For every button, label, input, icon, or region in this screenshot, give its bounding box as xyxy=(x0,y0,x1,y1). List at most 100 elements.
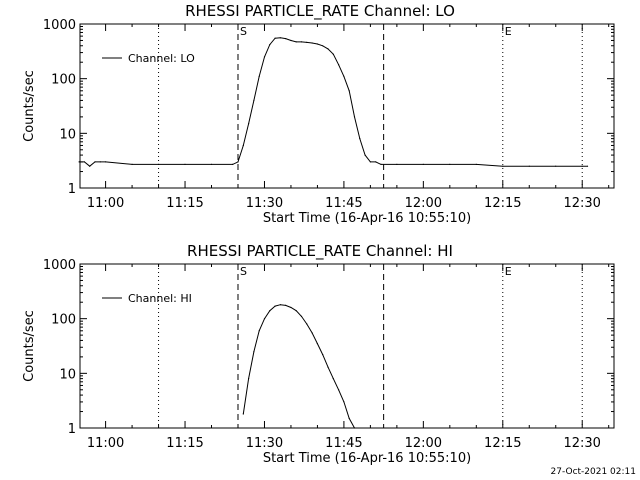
data-point xyxy=(581,165,583,167)
y-tick-label: 1000 xyxy=(43,18,76,33)
data-point xyxy=(343,401,345,403)
y-tick-label: 10 xyxy=(59,367,76,382)
x-tick-label: 12:30 xyxy=(563,436,600,451)
data-point xyxy=(300,315,303,317)
data-point xyxy=(279,304,281,306)
x-tick-label: 12:00 xyxy=(405,436,442,451)
data-point xyxy=(316,343,318,345)
y-tick-label: 1 xyxy=(68,182,76,197)
y-axis-label: Counts/sec xyxy=(22,70,37,142)
data-point xyxy=(364,154,366,156)
x-tick-label: 11:45 xyxy=(325,436,362,451)
data-point xyxy=(269,310,271,312)
x-tick-label: 11:15 xyxy=(166,196,203,211)
data-point xyxy=(184,163,186,165)
data-point xyxy=(306,323,308,325)
data-point xyxy=(232,163,234,165)
data-point xyxy=(353,116,356,118)
x-tick-label: 11:45 xyxy=(325,196,362,211)
x-tick-label: 12:30 xyxy=(563,196,600,211)
data-point xyxy=(475,163,477,165)
x-tick-label: 12:00 xyxy=(405,196,442,211)
annotation-label: E xyxy=(505,25,512,38)
data-point xyxy=(353,427,356,429)
data-point xyxy=(300,41,303,43)
data-point xyxy=(290,306,292,309)
x-tick-label: 12:15 xyxy=(484,196,521,211)
y-tick-label: 100 xyxy=(51,313,76,328)
data-point xyxy=(449,163,451,165)
data-point xyxy=(311,42,313,44)
data-point xyxy=(322,45,324,47)
data-point xyxy=(237,161,239,163)
y-tick-label: 100 xyxy=(51,73,76,88)
data-point xyxy=(555,165,557,167)
data-point xyxy=(322,354,324,356)
y-axis-label: Counts/sec xyxy=(22,310,37,382)
plot-frame xyxy=(79,23,615,189)
x-axis-label: Start Time (16-Apr-16 10:55:10) xyxy=(263,451,471,466)
data-point xyxy=(99,161,101,163)
data-point xyxy=(269,44,271,46)
data-point xyxy=(285,304,287,306)
y-tick-label: 1000 xyxy=(43,258,76,273)
x-axis-label: Start Time (16-Apr-16 10:55:10) xyxy=(263,211,471,226)
data-point xyxy=(274,305,276,307)
data-point xyxy=(332,53,334,55)
data-point xyxy=(369,161,371,163)
x-tick-label: 12:15 xyxy=(484,436,521,451)
data-point xyxy=(343,75,345,77)
data-point xyxy=(586,165,589,167)
annotation-label: E xyxy=(505,265,512,278)
legend-label: Channel: LO xyxy=(128,52,195,65)
y-tick-label: 1 xyxy=(68,422,76,437)
data-point xyxy=(258,330,260,332)
data-point xyxy=(316,43,318,45)
data-point xyxy=(327,48,329,50)
data-point xyxy=(502,165,504,167)
data-point xyxy=(89,165,91,167)
data-point xyxy=(248,378,250,380)
data-point xyxy=(359,138,361,140)
data-point xyxy=(311,332,313,334)
series-line xyxy=(242,304,355,429)
lo-channel-panel: RHESSI PARTICLE_RATE Channel: LO 1000 100 1… xyxy=(22,2,615,226)
x-tick-label: 11:30 xyxy=(246,196,283,211)
data-point xyxy=(327,366,329,368)
data-point xyxy=(248,123,250,125)
data-point xyxy=(338,64,340,66)
y-tick-label: 10 xyxy=(59,127,76,142)
data-point xyxy=(396,163,398,165)
data-point xyxy=(285,38,287,40)
data-point xyxy=(279,37,281,39)
data-point xyxy=(210,163,213,165)
data-point xyxy=(348,90,350,92)
annotation-label: S xyxy=(240,25,247,38)
data-point xyxy=(528,165,530,167)
data-point xyxy=(295,41,297,43)
series-line xyxy=(79,37,588,167)
data-point xyxy=(131,163,133,165)
data-point xyxy=(348,417,350,419)
x-tick-label: 11:15 xyxy=(166,436,203,451)
data-point xyxy=(78,161,80,163)
x-tick-label: 11:00 xyxy=(87,436,124,451)
data-point xyxy=(242,413,244,415)
data-point xyxy=(332,378,334,380)
x-tick-label: 11:30 xyxy=(246,436,283,451)
legend-label: Channel: HI xyxy=(128,292,192,305)
hi-channel-panel: RHESSI PARTICLE_RATE Channel: HI 1000 100 1… xyxy=(22,242,615,466)
data-point xyxy=(242,144,244,147)
data-point xyxy=(375,161,377,163)
data-point xyxy=(380,163,382,165)
data-point xyxy=(422,163,424,165)
data-point xyxy=(158,163,160,165)
data-point xyxy=(94,161,96,163)
chart-title: RHESSI PARTICLE_RATE Channel: HI xyxy=(187,242,453,261)
data-point xyxy=(83,161,85,163)
data-point xyxy=(105,161,107,163)
plot-frame xyxy=(79,263,615,429)
generation-timestamp: 27-Oct-2021 02:11 xyxy=(551,467,636,477)
data-point xyxy=(338,389,340,391)
